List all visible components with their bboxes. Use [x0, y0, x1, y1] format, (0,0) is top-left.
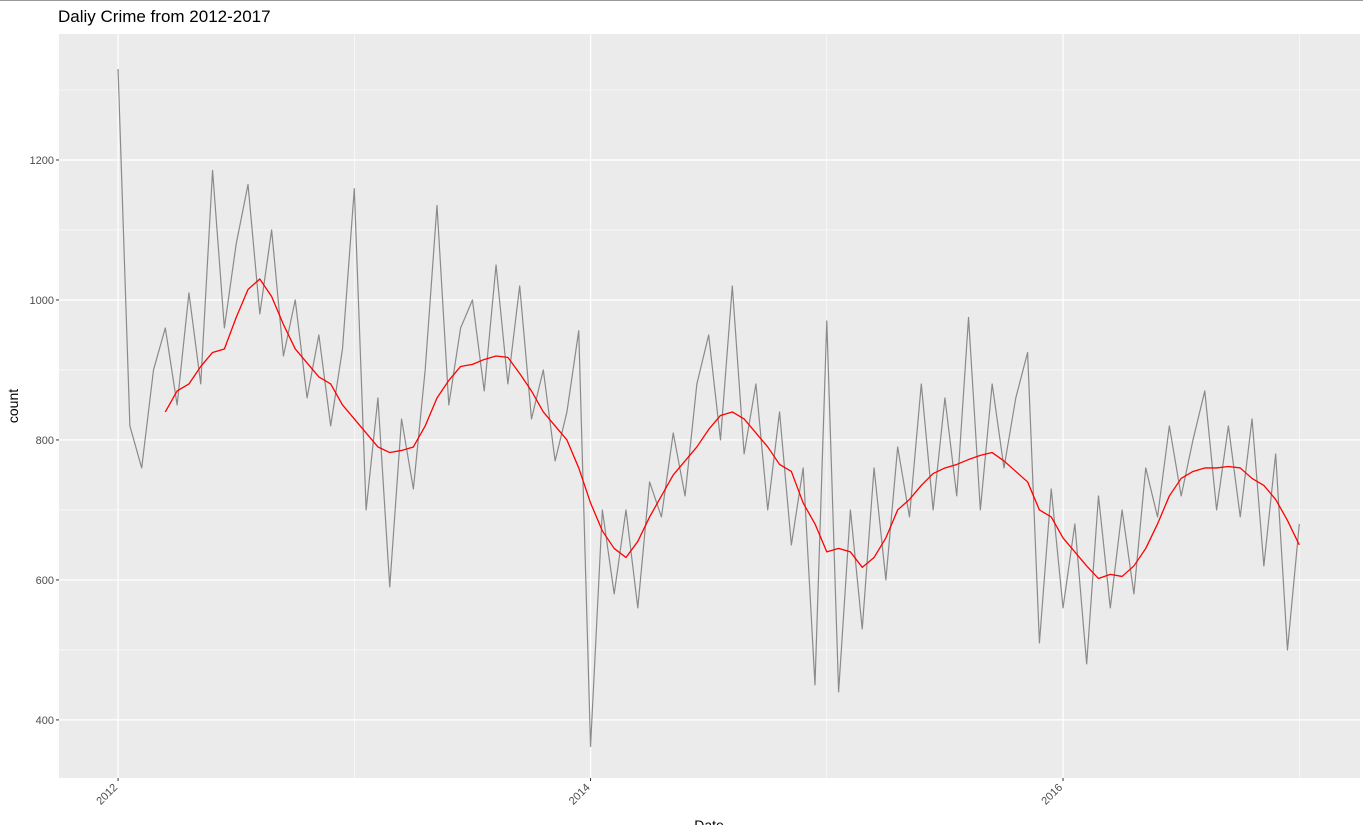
chart-title: Daliy Crime from 2012-2017 [58, 7, 271, 26]
x-tick-label: 2016 [1039, 782, 1065, 808]
y-axis-title: count [5, 389, 21, 423]
y-tick-label: 400 [36, 715, 54, 727]
y-tick-label: 1200 [30, 155, 54, 167]
x-axis-title: Date [694, 817, 724, 825]
x-tick-label: 2012 [94, 782, 120, 808]
data-line [117, 68, 1300, 748]
data-line [164, 278, 1300, 580]
plot-panel [59, 34, 1360, 778]
y-tick-label: 1000 [30, 295, 54, 307]
x-tick-label: 2014 [567, 782, 593, 808]
y-tick-label: 800 [36, 435, 54, 447]
y-tick-label: 600 [36, 575, 54, 587]
